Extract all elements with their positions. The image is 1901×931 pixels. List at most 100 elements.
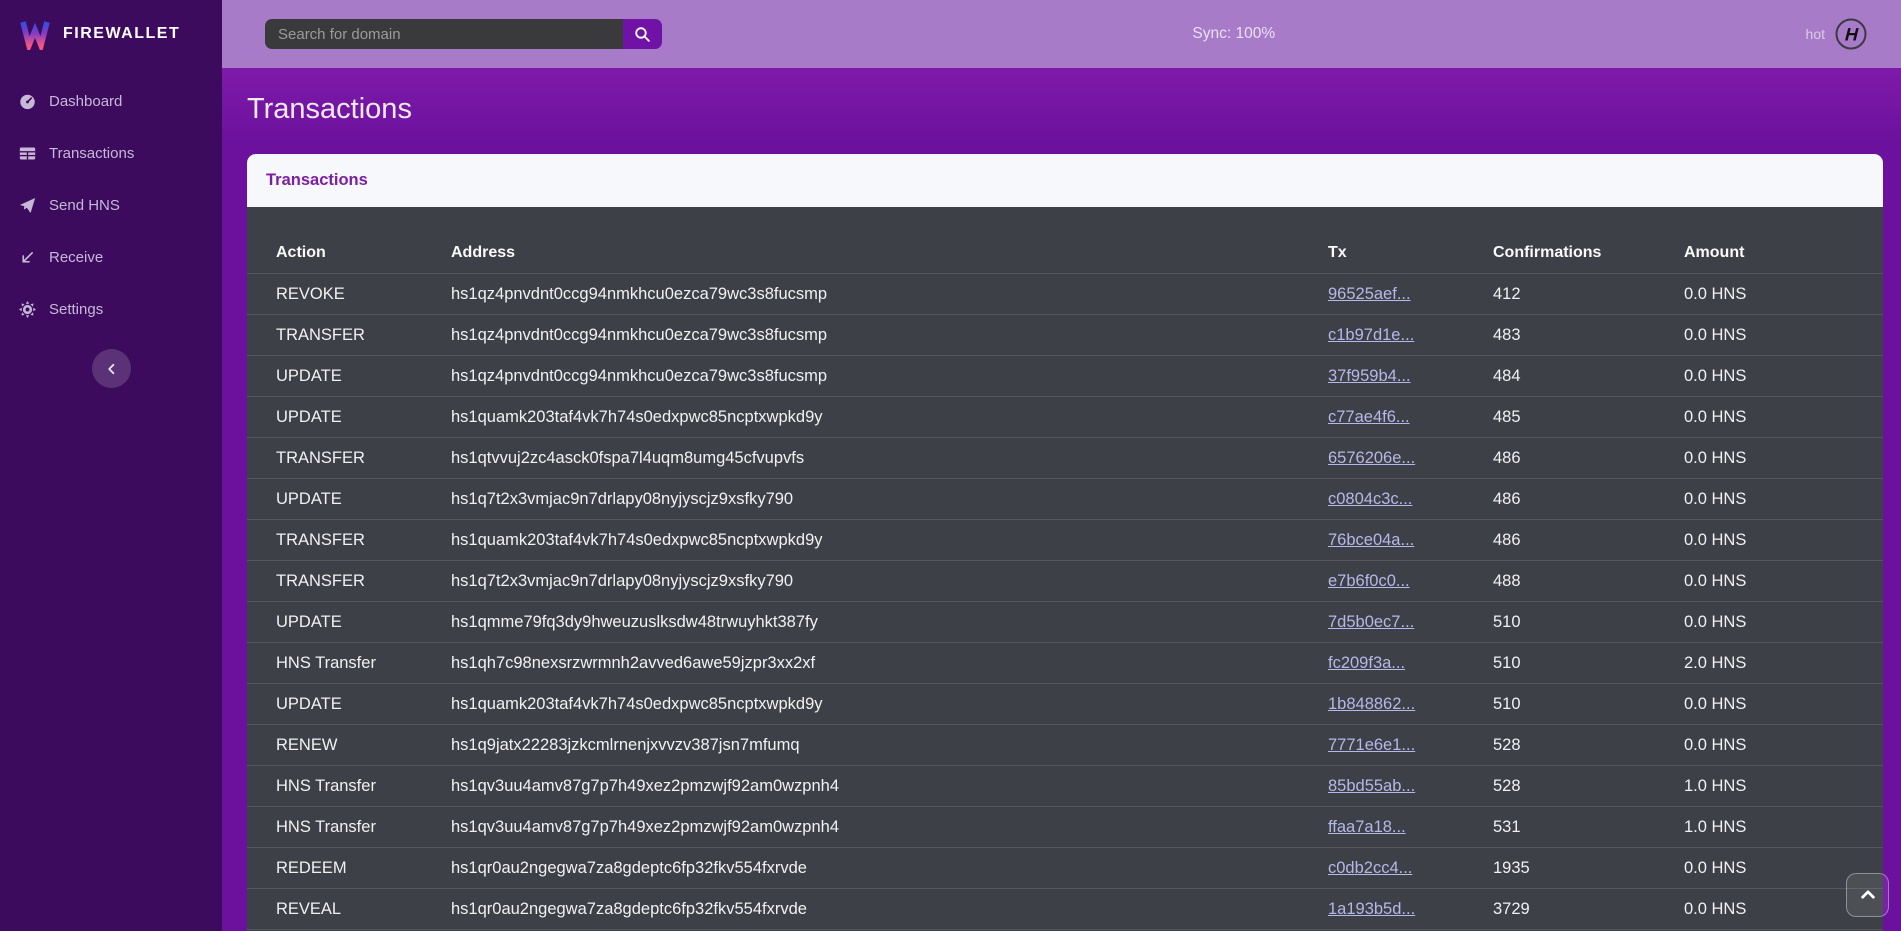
tx-link[interactable]: 76bce04a...: [1328, 530, 1415, 549]
tx-link[interactable]: c0804c3c...: [1328, 489, 1413, 508]
tx-link[interactable]: 37f959b4...: [1328, 366, 1411, 385]
tx-link[interactable]: 7771e6e1...: [1328, 735, 1416, 754]
address-cell: hs1qv3uu4amv87g7p7h49xez2pmzwjf92am0wzpn…: [451, 817, 840, 836]
sidebar-collapse-button[interactable]: [92, 349, 131, 388]
sidebar-item-receive[interactable]: Receive: [0, 231, 222, 283]
action-cell: HNS Transfer: [276, 817, 376, 836]
topbar: Sync: 100% hot H: [222, 0, 1901, 68]
address-cell: hs1qmme79fq3dy9hweuzuslksdw48trwuyhkt387…: [451, 612, 818, 631]
sidebar: FIREWALLET Dashboard Transactions Send HNS…: [0, 0, 222, 931]
amount-cell: 0.0 HNS: [1684, 366, 1747, 385]
column-header-amount: Amount: [1684, 244, 1745, 261]
transaction-row: UPDATE hs1qz4pnvdnt0ccg94nmkhcu0ezca79wc3…: [247, 356, 1883, 397]
transaction-row: UPDATE hs1q7t2x3vmjac9n7drlapy08nyjyscjz9…: [247, 479, 1883, 520]
transaction-row: HNS Transfer hs1qv3uu4amv87g7p7h49xez2pmz…: [247, 807, 1883, 848]
confirmations-cell: 510: [1493, 653, 1521, 672]
amount-cell: 0.0 HNS: [1684, 489, 1747, 508]
card-title: Transactions: [247, 154, 1883, 207]
tx-link[interactable]: 85bd55ab...: [1328, 776, 1416, 795]
amount-cell: 1.0 HNS: [1684, 776, 1747, 795]
transactions-icon: [19, 145, 36, 162]
address-cell: hs1qh7c98nexsrzwrmnh2avved6awe59jzpr3xx2…: [451, 653, 816, 672]
transactions-card: Transactions Action Address Tx Confirmation…: [247, 154, 1883, 931]
tx-link[interactable]: 1b848862...: [1328, 694, 1416, 713]
sync-status: Sync: 100%: [1192, 25, 1276, 42]
brand-name: FIREWALLET: [63, 25, 181, 42]
send-icon: [19, 197, 36, 214]
tx-link[interactable]: 6576206e...: [1328, 448, 1416, 467]
sidebar-item-label: Transactions: [49, 144, 135, 162]
action-cell: UPDATE: [276, 489, 342, 508]
action-cell: REVOKE: [276, 284, 345, 303]
transaction-row: REDEEM hs1qr0au2ngegwa7za8gdeptc6fp32fkv5…: [247, 848, 1883, 889]
tx-link[interactable]: 7d5b0ec7...: [1328, 612, 1415, 631]
wallet-name: hot: [1805, 26, 1825, 42]
confirmations-cell: 483: [1493, 325, 1521, 344]
tx-link[interactable]: ffaa7a18...: [1328, 817, 1406, 836]
sidebar-item-settings[interactable]: Settings: [0, 283, 222, 335]
sidebar-item-dashboard[interactable]: Dashboard: [0, 75, 222, 127]
action-cell: HNS Transfer: [276, 653, 376, 672]
confirmations-cell: 486: [1493, 489, 1521, 508]
amount-cell: 0.0 HNS: [1684, 735, 1747, 754]
tx-link[interactable]: c0db2cc4...: [1328, 858, 1413, 877]
confirmations-cell: 1935: [1493, 858, 1530, 877]
sidebar-item-transactions[interactable]: Transactions: [0, 127, 222, 179]
address-cell: hs1qz4pnvdnt0ccg94nmkhcu0ezca79wc3s8fucs…: [451, 284, 828, 303]
amount-cell: 0.0 HNS: [1684, 407, 1747, 426]
confirmations-cell: 488: [1493, 571, 1521, 590]
transaction-row: HNS Transfer hs1qh7c98nexsrzwrmnh2avved6a…: [247, 643, 1883, 684]
address-cell: hs1qtvvuj2zc4asck0fspa7l4uqm8umg45cfvupv…: [451, 448, 805, 467]
amount-cell: 0.0 HNS: [1684, 858, 1747, 877]
action-cell: TRANSFER: [276, 448, 365, 467]
brand[interactable]: FIREWALLET: [0, 0, 222, 68]
amount-cell: 0.0 HNS: [1684, 325, 1747, 344]
transaction-row: TRANSFER hs1qtvvuj2zc4asck0fspa7l4uqm8umg…: [247, 438, 1883, 479]
transaction-row: UPDATE hs1quamk203taf4vk7h74s0edxpwc85ncp…: [247, 397, 1883, 438]
gear-icon: [19, 300, 36, 318]
confirmations-cell: 528: [1493, 735, 1521, 754]
tx-link[interactable]: 1a193b5d...: [1328, 899, 1416, 918]
chevron-left-icon: [105, 362, 119, 376]
confirmations-cell: 528: [1493, 776, 1521, 795]
amount-cell: 0.0 HNS: [1684, 448, 1747, 467]
amount-cell: 0.0 HNS: [1684, 530, 1747, 549]
transaction-row: HNS Transfer hs1qv3uu4amv87g7p7h49xez2pmz…: [247, 766, 1883, 807]
scroll-to-top-button[interactable]: [1846, 873, 1889, 917]
action-cell: UPDATE: [276, 366, 342, 385]
action-cell: HNS Transfer: [276, 776, 376, 795]
dashboard-icon: [19, 93, 36, 110]
sidebar-nav: Dashboard Transactions Send HNS Receive Sett…: [0, 75, 222, 335]
amount-cell: 0.0 HNS: [1684, 694, 1747, 713]
tx-link[interactable]: c1b97d1e...: [1328, 325, 1415, 344]
action-cell: REDEEM: [276, 858, 347, 877]
address-cell: hs1quamk203taf4vk7h74s0edxpwc85ncptxwpkd…: [451, 407, 823, 426]
search-button[interactable]: [623, 19, 662, 49]
transaction-row: UPDATE hs1quamk203taf4vk7h74s0edxpwc85ncp…: [247, 684, 1883, 725]
tx-link[interactable]: e7b6f0c0...: [1328, 571, 1410, 590]
column-header-tx: Tx: [1328, 244, 1347, 261]
transactions-table: Action Address Tx Confirmations Amount REVOK…: [247, 207, 1883, 930]
confirmations-cell: 3729: [1493, 899, 1530, 918]
action-cell: UPDATE: [276, 694, 342, 713]
chevron-up-icon: [1859, 886, 1877, 904]
tx-link[interactable]: c77ae4f6...: [1328, 407, 1410, 426]
sidebar-item-send-hns[interactable]: Send HNS: [0, 179, 222, 231]
amount-cell: 2.0 HNS: [1684, 653, 1747, 672]
confirmations-cell: 531: [1493, 817, 1521, 836]
sidebar-item-label: Receive: [49, 248, 104, 266]
wallet-menu[interactable]: hot H: [1806, 18, 1867, 50]
address-cell: hs1q9jatx22283jzkcmlrnenjxvvzv387jsn7mfu…: [451, 735, 800, 754]
address-cell: hs1qz4pnvdnt0ccg94nmkhcu0ezca79wc3s8fucs…: [451, 366, 828, 385]
search-input[interactable]: [265, 19, 623, 49]
amount-cell: 1.0 HNS: [1684, 817, 1747, 836]
tx-link[interactable]: 96525aef...: [1328, 284, 1411, 303]
address-cell: hs1quamk203taf4vk7h74s0edxpwc85ncptxwpkd…: [451, 694, 823, 713]
tx-link[interactable]: fc209f3a...: [1328, 653, 1406, 672]
action-cell: TRANSFER: [276, 325, 365, 344]
address-cell: hs1qr0au2ngegwa7za8gdeptc6fp32fkv554fxrv…: [451, 858, 807, 877]
confirmations-cell: 486: [1493, 530, 1521, 549]
amount-cell: 0.0 HNS: [1684, 612, 1747, 631]
address-cell: hs1qv3uu4amv87g7p7h49xez2pmzwjf92am0wzpn…: [451, 776, 840, 795]
